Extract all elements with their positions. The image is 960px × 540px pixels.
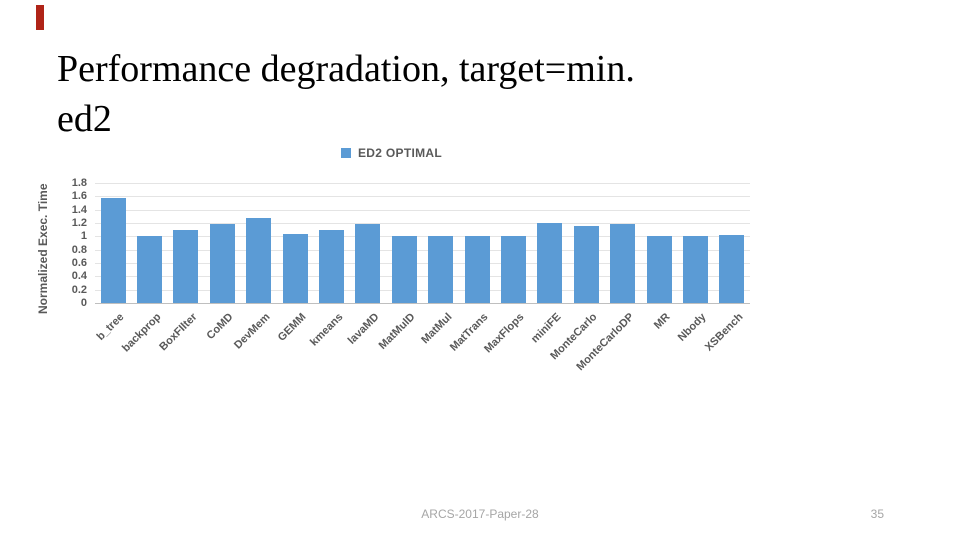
y-tick-label-0.2: 0.2 [71, 283, 87, 296]
bar-kmeans [319, 230, 345, 303]
bar-MatMul [428, 235, 454, 303]
plot-area: 0 0.2 0.4 0.6 0.8 1 1.2 1.4 1.6 1.8 b_tree backprop… [72, 177, 750, 373]
y-tick-label-0.8: 0.8 [71, 243, 87, 256]
bar-MatMulD [391, 235, 417, 303]
bar-lavaMD [355, 224, 381, 303]
y-tick-label-1: 1 [80, 230, 87, 243]
gridline-1.4 [95, 209, 750, 211]
bar-backprop [137, 236, 163, 303]
bar-b_tree [100, 198, 126, 303]
bar-Nbody [682, 235, 708, 303]
bar-MonteCarloDP [610, 224, 636, 303]
bar-BoxFIlter [173, 229, 199, 303]
bar-MonteCarlo [573, 225, 599, 303]
bar-MaxFlops [500, 236, 526, 303]
ed2-optimal-bar-chart: ED2 OPTIMAL Normalized Exec. Time 0 0.2 0.… [0, 140, 960, 410]
legend-label: ED2 OPTIMAL [358, 146, 442, 160]
slide-title-line2: ed2 [57, 98, 112, 140]
slide-title-line1: Performance degradation, target=min. [57, 48, 635, 90]
bar-GEMM [282, 233, 308, 303]
footer-text: ARCS-2017-Paper-28 [421, 507, 539, 521]
slide-title: Performance degradation, target=min. ed2 [57, 44, 635, 144]
gridline-0.8 [95, 249, 750, 251]
y-tick-label-1.6: 1.6 [71, 190, 87, 203]
y-tick-label-1.8: 1.8 [71, 177, 87, 189]
bar-MR [646, 235, 672, 303]
bar-miniFE [537, 223, 563, 303]
bar-CoMD [209, 223, 235, 303]
bar-MatTrans [464, 236, 490, 303]
bar-DevMem [246, 218, 272, 303]
gridline-0.6 [95, 263, 750, 264]
gridline-1.2 [95, 223, 750, 224]
gridline-0.4 [95, 276, 750, 278]
gridline-0 [95, 303, 750, 304]
gridline-1.6 [95, 196, 750, 198]
y-tick-label-0.4: 0.4 [71, 270, 87, 283]
y-tick-label-0.6: 0.6 [71, 257, 87, 269]
bar-XSBench [719, 235, 745, 303]
y-tick-label-1.4: 1.4 [71, 203, 87, 216]
gridline-1 [95, 236, 750, 238]
gridline-1.8 [95, 183, 750, 184]
gridline-0.2 [95, 289, 750, 291]
legend-color-swatch [341, 148, 351, 158]
y-tick-label-0: 0 [80, 297, 87, 309]
red-accent-bar [36, 5, 44, 30]
y-tick-label-1.2: 1.2 [71, 217, 87, 229]
page-number: 35 [870, 507, 884, 521]
chart-legend: ED2 OPTIMAL [341, 146, 442, 160]
